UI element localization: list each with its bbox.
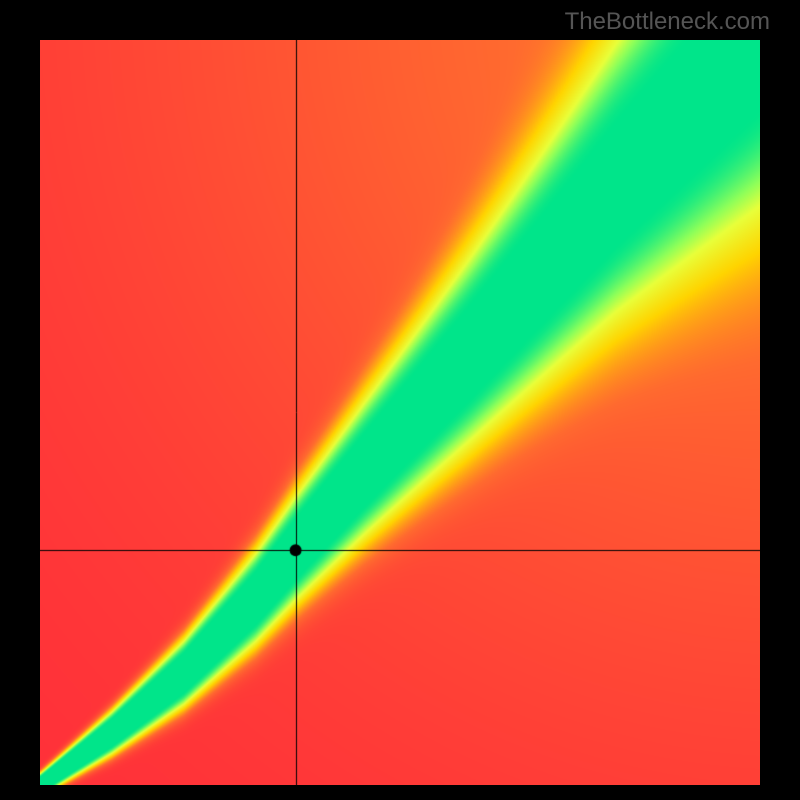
- bottleneck-heatmap: [40, 40, 760, 785]
- chart-container: { "watermark": { "text": "TheBottleneck.…: [0, 0, 800, 800]
- watermark-text: TheBottleneck.com: [565, 8, 770, 36]
